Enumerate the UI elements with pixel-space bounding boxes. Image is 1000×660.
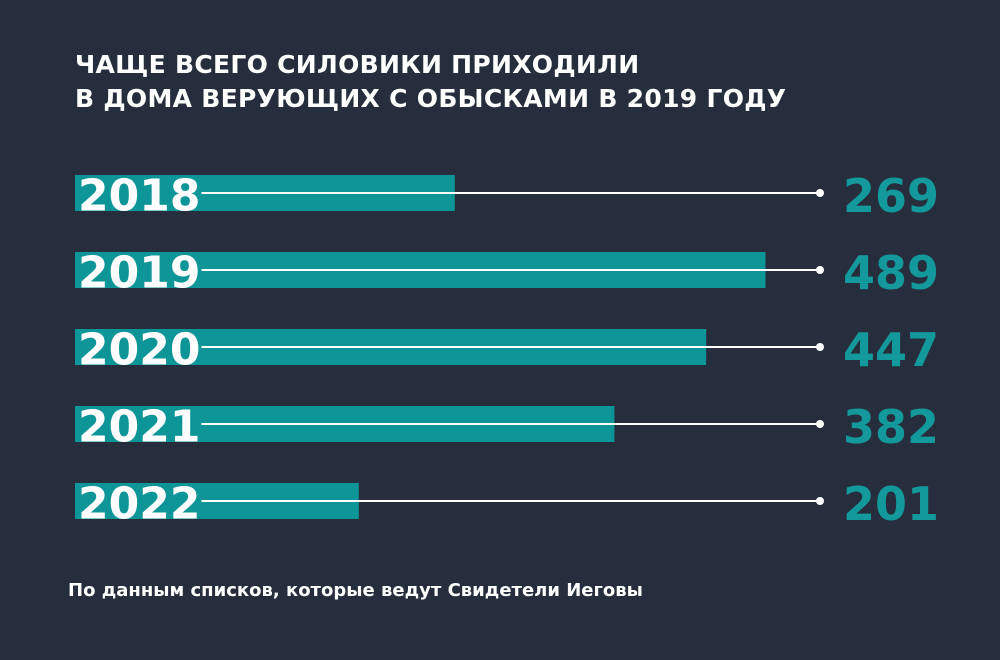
value-label: 447 [843,323,939,377]
value-label: 489 [843,246,939,300]
source-note: По данным списков, которые ведут Свидете… [68,580,643,601]
year-label: 2018 [78,171,200,222]
value-label: 269 [843,169,939,223]
leader-dot-2022 [816,497,824,505]
year-label: 2021 [78,402,200,453]
leader-dot-2018 [816,189,824,197]
value-label: 382 [843,400,939,454]
chart-title-line-1: ЧАЩЕ ВСЕГО СИЛОВИКИ ПРИХОДИЛИ [75,50,640,79]
year-label: 2022 [78,479,200,530]
value-label: 201 [843,477,939,531]
leader-dot-2020 [816,343,824,351]
chart-title-line-2: В ДОМА ВЕРУЮЩИХ С ОБЫСКАМИ В 2019 ГОДУ [75,84,787,113]
year-label: 2019 [78,248,200,299]
leader-dot-2021 [816,420,824,428]
year-label: 2020 [78,325,200,376]
leader-dot-2019 [816,266,824,274]
